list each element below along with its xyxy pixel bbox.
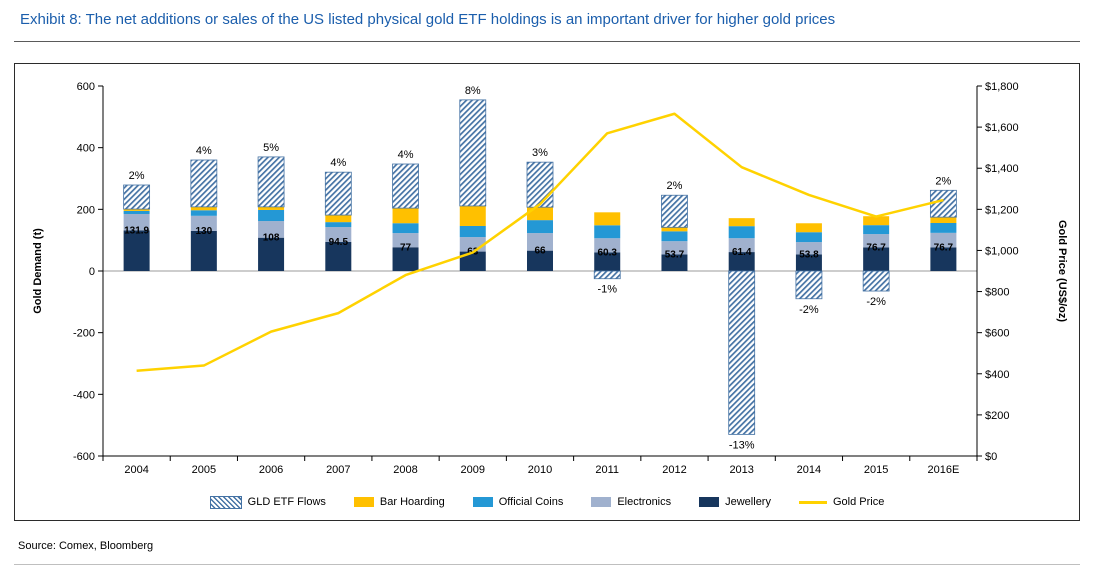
svg-text:4%: 4% bbox=[398, 149, 414, 161]
svg-text:2004: 2004 bbox=[124, 464, 148, 476]
svg-text:2014: 2014 bbox=[797, 464, 821, 476]
svg-text:0: 0 bbox=[89, 266, 95, 278]
svg-text:2007: 2007 bbox=[326, 464, 350, 476]
svg-text:66: 66 bbox=[534, 246, 546, 257]
svg-text:$0: $0 bbox=[985, 451, 997, 463]
svg-text:200: 200 bbox=[77, 204, 95, 216]
svg-text:2006: 2006 bbox=[259, 464, 283, 476]
svg-text:-400: -400 bbox=[73, 389, 95, 401]
svg-text:4%: 4% bbox=[196, 145, 212, 157]
chart-container: 2% 131.9 2004 4% 130 2005 5% 108 2006 4% 94.5 2007 4… bbox=[14, 63, 1080, 521]
svg-text:600: 600 bbox=[77, 81, 95, 93]
exhibit-title: Exhibit 8: The net additions or sales of… bbox=[20, 11, 836, 28]
svg-text:$400: $400 bbox=[985, 369, 1009, 381]
chart-svg: 2% 131.9 2004 4% 130 2005 5% 108 2006 4% 94.5 2007 4… bbox=[32, 81, 1068, 476]
svg-text:131.9: 131.9 bbox=[124, 225, 149, 236]
legend-item-official-coins: Official Coins bbox=[472, 496, 564, 508]
bar-hoarding-swatch bbox=[353, 497, 374, 507]
svg-text:$1,000: $1,000 bbox=[985, 245, 1019, 257]
legend-label-electronics: Electronics bbox=[617, 496, 672, 508]
svg-text:$1,400: $1,400 bbox=[985, 163, 1019, 175]
svg-text:$1,600: $1,600 bbox=[985, 122, 1019, 134]
svg-text:2015: 2015 bbox=[864, 464, 888, 476]
source-note: Source: Comex, Bloomberg bbox=[18, 540, 154, 552]
legend-label-gold-price: Gold Price bbox=[832, 496, 885, 508]
svg-text:53.7: 53.7 bbox=[665, 249, 685, 260]
svg-text:$800: $800 bbox=[985, 287, 1009, 299]
electronics-swatch bbox=[591, 497, 612, 507]
svg-text:-2%: -2% bbox=[799, 304, 819, 316]
footer-divider bbox=[14, 564, 1080, 565]
legend-label-official-coins: Official Coins bbox=[498, 496, 564, 508]
svg-text:2011: 2011 bbox=[595, 464, 619, 476]
svg-text:2009: 2009 bbox=[461, 464, 485, 476]
svg-text:77: 77 bbox=[400, 242, 412, 253]
svg-text:$1,800: $1,800 bbox=[985, 81, 1019, 93]
svg-text:5%: 5% bbox=[263, 142, 279, 154]
svg-text:94.5: 94.5 bbox=[329, 237, 349, 248]
jewellery-swatch bbox=[699, 497, 720, 507]
legend-item-bar-hoarding: Bar Hoarding bbox=[353, 496, 445, 508]
svg-text:60.3: 60.3 bbox=[597, 247, 617, 258]
official-coins-swatch bbox=[472, 497, 493, 507]
title-divider bbox=[14, 41, 1080, 42]
svg-text:2%: 2% bbox=[935, 175, 951, 187]
svg-text:400: 400 bbox=[77, 143, 95, 155]
svg-text:61.4: 61.4 bbox=[732, 247, 752, 258]
legend-item-electronics: Electronics bbox=[591, 496, 671, 508]
svg-text:-200: -200 bbox=[73, 328, 95, 340]
svg-text:$1,200: $1,200 bbox=[985, 204, 1019, 216]
svg-text:53.8: 53.8 bbox=[799, 249, 819, 260]
svg-text:76.7: 76.7 bbox=[866, 242, 886, 253]
svg-text:2016E: 2016E bbox=[927, 464, 959, 476]
legend-label-bar-hoarding: Bar Hoarding bbox=[379, 496, 445, 508]
legend-label-gld-etf-flows: GLD ETF Flows bbox=[247, 496, 326, 508]
svg-text:-2%: -2% bbox=[866, 296, 886, 308]
svg-text:-13%: -13% bbox=[729, 439, 755, 451]
chart-legend: GLD ETF Flows Bar Hoarding Official Coin… bbox=[15, 486, 1079, 518]
svg-text:$600: $600 bbox=[985, 328, 1009, 340]
svg-text:4%: 4% bbox=[330, 157, 346, 169]
svg-text:2012: 2012 bbox=[662, 464, 686, 476]
svg-text:2010: 2010 bbox=[528, 464, 552, 476]
legend-item-gld-etf-flows: GLD ETF Flows bbox=[209, 495, 326, 509]
svg-text:2008: 2008 bbox=[393, 464, 417, 476]
legend-item-gold-price: Gold Price bbox=[798, 496, 885, 508]
svg-text:130: 130 bbox=[196, 226, 213, 237]
legend-item-jewellery: Jewellery bbox=[699, 496, 771, 508]
svg-text:2%: 2% bbox=[129, 170, 145, 182]
gld-etf-flows-swatch bbox=[209, 495, 242, 509]
svg-text:76.7: 76.7 bbox=[934, 242, 954, 253]
svg-text:108: 108 bbox=[263, 233, 280, 244]
svg-text:Gold Demand (t): Gold Demand (t) bbox=[32, 228, 44, 314]
gold-price-line-swatch bbox=[798, 500, 827, 504]
svg-text:3%: 3% bbox=[532, 147, 548, 159]
legend-label-jewellery: Jewellery bbox=[725, 496, 771, 508]
svg-text:2013: 2013 bbox=[729, 464, 753, 476]
svg-text:2005: 2005 bbox=[192, 464, 216, 476]
svg-text:-600: -600 bbox=[73, 451, 95, 463]
svg-text:8%: 8% bbox=[465, 85, 481, 97]
svg-text:2%: 2% bbox=[667, 180, 683, 192]
svg-text:$200: $200 bbox=[985, 410, 1009, 422]
svg-text:Gold Price (US$/oz): Gold Price (US$/oz) bbox=[1056, 220, 1068, 322]
svg-text:-1%: -1% bbox=[597, 284, 617, 296]
